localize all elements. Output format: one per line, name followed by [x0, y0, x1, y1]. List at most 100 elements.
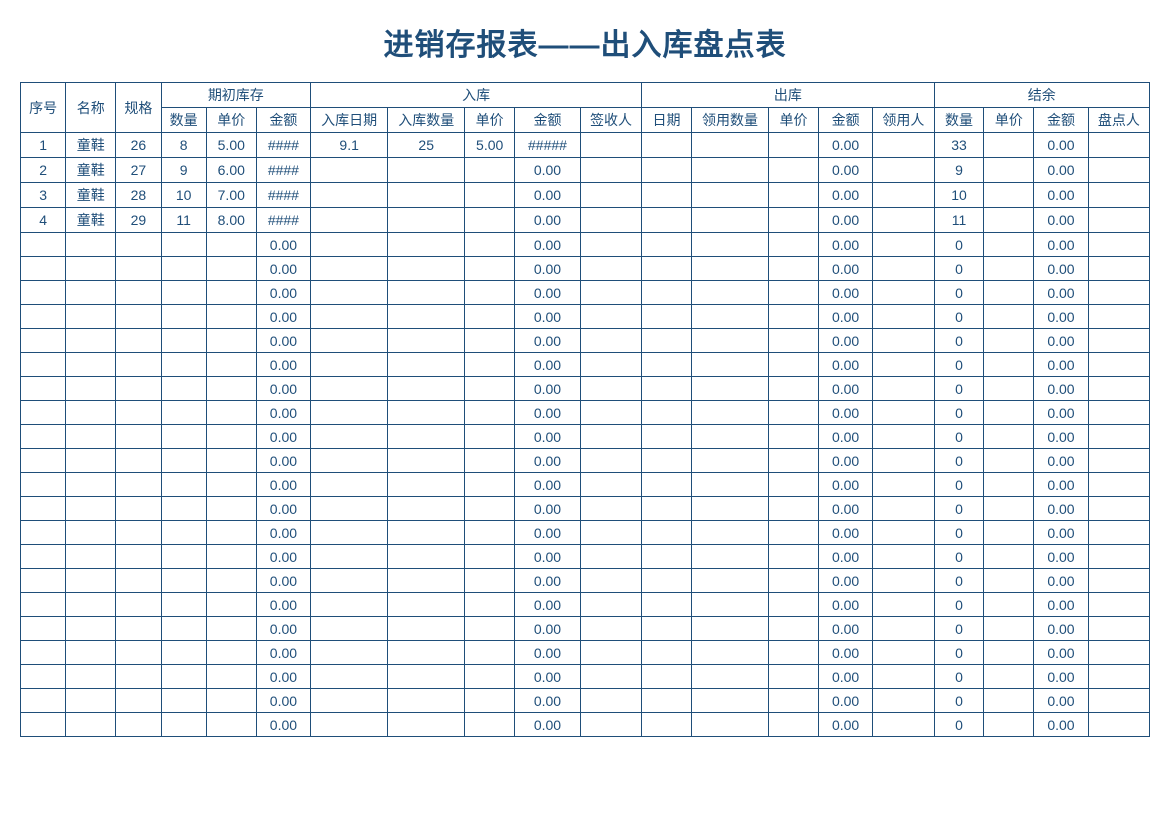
cell-in_qty — [388, 208, 465, 233]
table-row: 0.000.000.0000.00 — [21, 713, 1150, 737]
cell-out_price — [769, 665, 819, 689]
cell-price — [206, 305, 256, 329]
cell-out_amount: 0.00 — [818, 377, 872, 401]
cell-qty — [161, 233, 206, 257]
cell-qty — [161, 425, 206, 449]
cell-out_amount: 0.00 — [818, 617, 872, 641]
cell-in_amount: 0.00 — [515, 158, 581, 183]
cell-bal_qty: 0 — [934, 329, 984, 353]
cell-amount: 0.00 — [256, 617, 310, 641]
cell-checker — [1088, 329, 1149, 353]
cell-out_price — [769, 183, 819, 208]
table-row: 0.000.000.0000.00 — [21, 353, 1150, 377]
cell-out_qty — [691, 617, 768, 641]
cell-name — [66, 305, 116, 329]
cell-bal_qty: 0 — [934, 353, 984, 377]
cell-user — [873, 665, 934, 689]
cell-in_date — [311, 158, 388, 183]
cell-in_amount: ##### — [515, 133, 581, 158]
cell-name — [66, 713, 116, 737]
cell-in_price — [465, 617, 515, 641]
cell-out_amount: 0.00 — [818, 183, 872, 208]
cell-price — [206, 497, 256, 521]
header-in-amount: 金额 — [515, 108, 581, 133]
cell-user — [873, 689, 934, 713]
cell-name — [66, 545, 116, 569]
cell-bal_amount: 0.00 — [1034, 305, 1088, 329]
cell-in_amount: 0.00 — [515, 497, 581, 521]
cell-in_date — [311, 689, 388, 713]
cell-bal_qty: 0 — [934, 665, 984, 689]
table-row: 0.000.000.0000.00 — [21, 281, 1150, 305]
header-seq: 序号 — [21, 83, 66, 133]
cell-bal_qty: 10 — [934, 183, 984, 208]
cell-user — [873, 233, 934, 257]
cell-spec — [116, 617, 161, 641]
cell-bal_amount: 0.00 — [1034, 617, 1088, 641]
cell-user — [873, 158, 934, 183]
cell-out_date — [642, 497, 692, 521]
cell-bal_qty: 0 — [934, 377, 984, 401]
cell-seq: 4 — [21, 208, 66, 233]
cell-bal_amount: 0.00 — [1034, 353, 1088, 377]
cell-name — [66, 401, 116, 425]
cell-out_qty — [691, 377, 768, 401]
cell-spec — [116, 593, 161, 617]
cell-amount: 0.00 — [256, 257, 310, 281]
table-row: 0.000.000.0000.00 — [21, 641, 1150, 665]
cell-spec: 26 — [116, 133, 161, 158]
cell-in_date — [311, 713, 388, 737]
cell-out_qty — [691, 497, 768, 521]
header-inbound: 入库 — [311, 83, 642, 108]
cell-in_price — [465, 521, 515, 545]
cell-in_price — [465, 158, 515, 183]
cell-in_price — [465, 257, 515, 281]
table-row: 2童鞋2796.00####0.000.0090.00 — [21, 158, 1150, 183]
cell-qty — [161, 593, 206, 617]
cell-checker — [1088, 449, 1149, 473]
cell-amount: 0.00 — [256, 545, 310, 569]
cell-out_qty — [691, 257, 768, 281]
cell-seq — [21, 665, 66, 689]
cell-spec — [116, 305, 161, 329]
cell-qty — [161, 329, 206, 353]
cell-user — [873, 641, 934, 665]
cell-in_price — [465, 497, 515, 521]
cell-in_qty — [388, 158, 465, 183]
cell-spec — [116, 473, 161, 497]
cell-qty — [161, 689, 206, 713]
cell-in_price — [465, 329, 515, 353]
cell-checker — [1088, 713, 1149, 737]
cell-in_date — [311, 257, 388, 281]
cell-in_price — [465, 305, 515, 329]
cell-price: 8.00 — [206, 208, 256, 233]
cell-in_amount: 0.00 — [515, 257, 581, 281]
cell-in_date — [311, 183, 388, 208]
table-row: 3童鞋28107.00####0.000.00100.00 — [21, 183, 1150, 208]
cell-out_price — [769, 377, 819, 401]
cell-bal_price — [984, 425, 1034, 449]
cell-checker — [1088, 208, 1149, 233]
cell-amount: #### — [256, 158, 310, 183]
cell-out_amount: 0.00 — [818, 208, 872, 233]
cell-bal_price — [984, 521, 1034, 545]
cell-name — [66, 281, 116, 305]
cell-price — [206, 329, 256, 353]
cell-in_qty — [388, 545, 465, 569]
cell-user — [873, 569, 934, 593]
cell-out_qty — [691, 569, 768, 593]
cell-out_amount: 0.00 — [818, 281, 872, 305]
cell-in_qty — [388, 377, 465, 401]
cell-in_date — [311, 329, 388, 353]
cell-in_date — [311, 425, 388, 449]
cell-signer — [580, 497, 641, 521]
cell-bal_price — [984, 233, 1034, 257]
cell-out_amount: 0.00 — [818, 329, 872, 353]
cell-amount: 0.00 — [256, 641, 310, 665]
cell-in_price — [465, 713, 515, 737]
cell-bal_qty: 0 — [934, 641, 984, 665]
cell-price — [206, 569, 256, 593]
cell-in_qty — [388, 497, 465, 521]
cell-bal_amount: 0.00 — [1034, 183, 1088, 208]
cell-checker — [1088, 353, 1149, 377]
